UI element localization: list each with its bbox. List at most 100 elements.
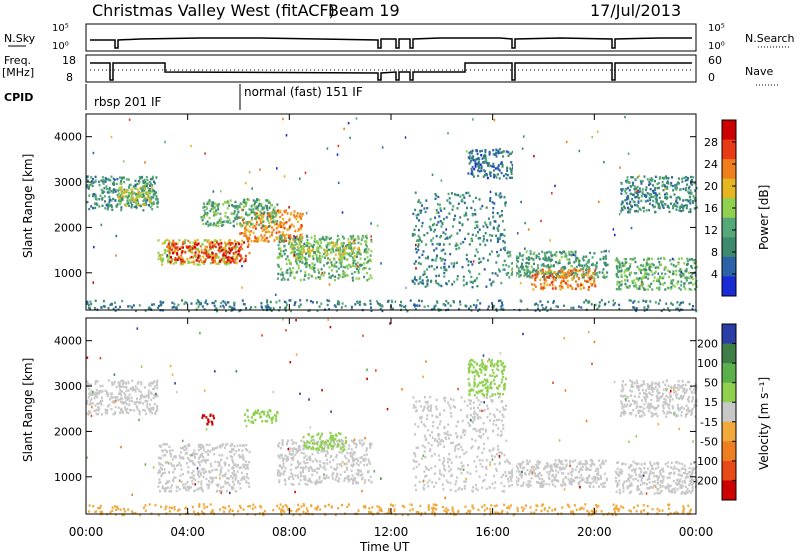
echo-cell <box>190 246 193 249</box>
echo-cell <box>659 299 662 302</box>
echo-cell <box>356 457 358 461</box>
echo-cell <box>325 476 328 479</box>
echo-cell <box>304 475 307 478</box>
echo-cell <box>244 419 247 422</box>
echo-cell <box>225 476 228 480</box>
echo-cell <box>471 173 474 176</box>
echo-cell <box>313 243 315 247</box>
echo-cell <box>133 401 136 404</box>
echo-cell <box>257 409 259 412</box>
echo-cell <box>624 115 626 119</box>
echo-cell <box>413 262 416 265</box>
echo-cell <box>232 486 235 490</box>
echo-cell <box>454 214 457 217</box>
echo-cell <box>442 248 445 251</box>
echo-cell <box>347 245 350 249</box>
echo-cell <box>284 237 287 240</box>
echo-cell <box>551 254 554 257</box>
echo-cell <box>423 305 426 308</box>
echo-cell <box>323 256 326 259</box>
echo-cell <box>635 187 638 190</box>
echo-cell <box>252 199 255 202</box>
echo-cell <box>343 237 345 240</box>
echo-cell <box>682 199 685 202</box>
echo-cell <box>682 274 685 277</box>
echo-cell <box>645 264 648 267</box>
echo-cell <box>312 438 315 442</box>
echo-cell <box>353 246 356 249</box>
echo-cell <box>525 268 528 271</box>
echo-cell <box>224 246 227 249</box>
echo-cell <box>236 222 239 226</box>
echo-cell <box>179 262 182 266</box>
echo-cell <box>221 474 224 478</box>
echo-cell <box>270 309 273 312</box>
echo-cell <box>480 166 483 169</box>
echo-cell <box>132 191 135 194</box>
echo-cell <box>137 191 140 194</box>
echo-cell <box>690 257 693 261</box>
echo-cell <box>193 449 196 452</box>
echo-cell <box>421 279 424 282</box>
echo-cell <box>301 260 304 264</box>
echo-cell <box>242 232 245 235</box>
echo-cell <box>467 191 470 195</box>
echo-cell <box>689 191 692 195</box>
date-label: 17/Jul/2013 <box>590 1 681 20</box>
echo-cell <box>418 219 420 222</box>
echo-cell <box>673 285 676 288</box>
echo-cell <box>572 271 575 274</box>
echo-cell <box>583 264 586 267</box>
echo-cell <box>172 252 174 255</box>
echo-cell <box>259 221 262 224</box>
echo-cell <box>502 174 505 178</box>
echo-cell <box>435 194 438 197</box>
echo-cell <box>282 462 285 465</box>
echo-cell <box>652 279 655 283</box>
echo-cell <box>218 251 221 254</box>
echo-cell <box>291 271 294 274</box>
echo-cell <box>549 251 552 254</box>
echo-cell <box>638 268 641 271</box>
echo-cell <box>471 233 474 236</box>
echo-cell <box>346 252 348 255</box>
echo-cell <box>500 307 503 311</box>
echo-cell <box>166 480 169 483</box>
echo-cell <box>154 384 157 388</box>
echo-cell <box>340 441 343 444</box>
echo-cell <box>547 266 550 269</box>
echo-cell <box>239 254 242 257</box>
echo-cell <box>182 246 184 249</box>
echo-cell <box>256 198 258 201</box>
echo-cell <box>336 239 339 242</box>
echo-cell <box>462 279 465 282</box>
echo-cell <box>208 216 211 220</box>
echo-cell <box>220 190 222 193</box>
echo-cell <box>482 240 485 243</box>
echo-cell <box>326 450 329 453</box>
echo-cell <box>101 390 104 393</box>
echo-cell <box>289 468 292 472</box>
echo-cell <box>136 407 139 411</box>
echo-cell <box>689 202 692 205</box>
echo-cell <box>228 450 231 453</box>
echo-cell <box>243 201 246 204</box>
echo-cell <box>90 176 93 179</box>
echo-cell <box>204 258 207 261</box>
echo-cell <box>647 306 650 309</box>
freq-unit: [MHz] <box>2 66 34 79</box>
echo-cell <box>417 200 420 204</box>
echo-cell <box>123 195 126 198</box>
echo-cell <box>624 190 627 193</box>
echo-cell <box>190 144 192 148</box>
echo-cell <box>370 249 373 253</box>
echo-cell <box>533 155 535 158</box>
echo-cell <box>288 206 290 209</box>
echo-cell <box>294 236 297 239</box>
echo-cell <box>629 192 632 196</box>
echo-cell <box>266 216 269 219</box>
echo-cell <box>521 267 523 271</box>
echo-cell <box>212 255 215 258</box>
echo-cell <box>202 215 205 219</box>
echo-cell <box>511 150 514 154</box>
